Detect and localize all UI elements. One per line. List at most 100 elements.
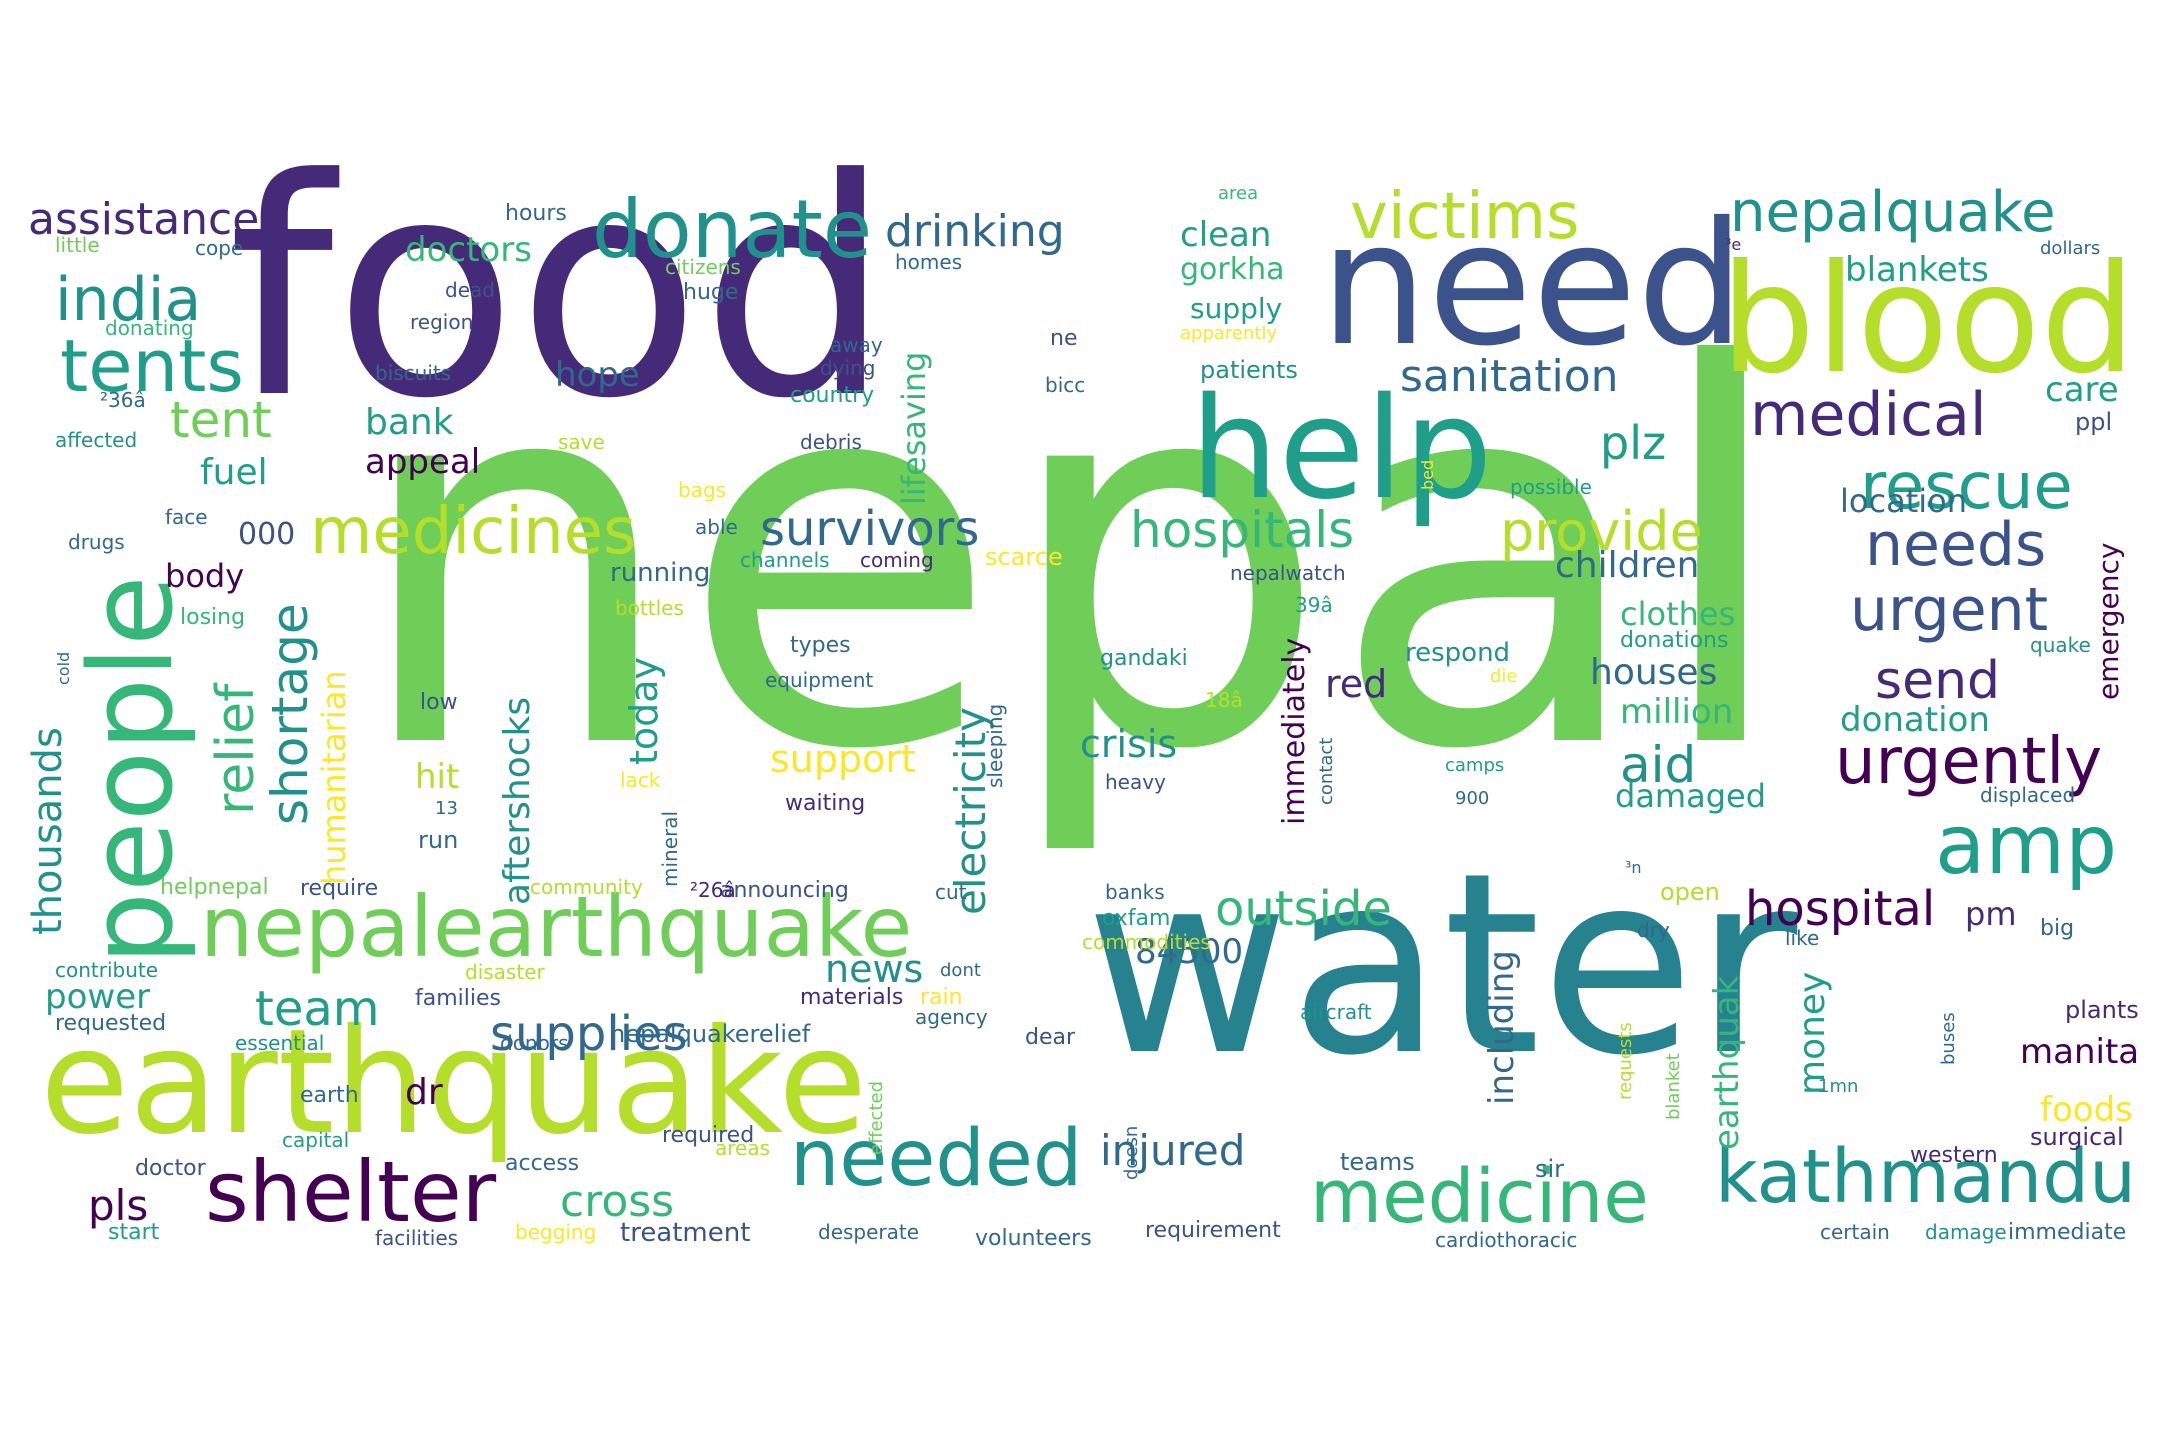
- word-doctors: doctors: [405, 230, 532, 270]
- word-community: community: [530, 875, 643, 899]
- word-18a: 18â: [1205, 688, 1243, 712]
- word-nepalquakerelief: nepalquakerelief: [610, 1020, 811, 1048]
- word-blood: blood: [1720, 233, 2136, 407]
- word-urgently: urgently: [1835, 725, 2103, 799]
- word-requested: requested: [55, 1011, 167, 1036]
- word-13: 13: [435, 798, 458, 819]
- word-effected: effected: [866, 1080, 887, 1155]
- word-bicc: bicc: [1045, 373, 1086, 397]
- word-rescue: rescue: [1860, 450, 2073, 524]
- word-3e: ³e: [1725, 235, 1742, 254]
- word-away: away: [830, 333, 883, 357]
- word-humanitarian: humanitarian: [315, 670, 353, 885]
- word-lack: lack: [620, 768, 661, 792]
- word-patients: patients: [1200, 356, 1298, 384]
- word-3n: ³n: [1625, 858, 1642, 877]
- word-bottles: bottles: [615, 596, 684, 620]
- word-medical: medical: [1750, 380, 1987, 450]
- word-red: red: [1325, 662, 1388, 706]
- word-buses: buses: [1938, 1012, 1959, 1065]
- word-thousands: thousands: [25, 727, 71, 935]
- word-relief: relief: [206, 683, 266, 815]
- word-big: big: [2040, 916, 2075, 941]
- word-begging: begging: [515, 1220, 597, 1244]
- word-help: help: [1190, 368, 1493, 531]
- word-children: children: [1555, 545, 1700, 586]
- word-donate: donate: [592, 183, 873, 276]
- word-bed: bed: [1418, 459, 1437, 490]
- word-victims: victims: [1350, 180, 1580, 254]
- word-earthquak: earthquak: [1707, 975, 1747, 1150]
- word-required: required: [662, 1123, 755, 1148]
- word-running: running: [610, 558, 711, 588]
- word-dry: dry: [1637, 918, 1670, 942]
- word-manita: manita: [2020, 1032, 2140, 1072]
- word-affected: affected: [55, 428, 138, 452]
- word-hours: hours: [505, 201, 567, 226]
- word-region: region: [410, 310, 474, 334]
- word-blankets: blankets: [1845, 250, 1989, 290]
- word-sir: sir: [1535, 1155, 1565, 1183]
- word-oxfam: oxfam: [1102, 906, 1171, 931]
- word-requests: requests: [1615, 1022, 1636, 1100]
- word-like: like: [1785, 926, 1820, 950]
- word-plz: plz: [1600, 416, 1667, 470]
- word-dear: dear: [1025, 1025, 1076, 1050]
- word-36a: ²36â: [100, 388, 146, 412]
- word-medicines: medicines: [310, 495, 637, 569]
- word-care: care: [2045, 370, 2119, 410]
- word-essential: essential: [235, 1031, 325, 1055]
- word-earth: earth: [300, 1083, 359, 1108]
- word-aftershocks: aftershocks: [497, 696, 538, 905]
- word-western: western: [1910, 1143, 1998, 1168]
- word-cardiothoracic: cardiothoracic: [1435, 1228, 1578, 1252]
- word-26a: ²26â: [690, 878, 736, 902]
- word-nepalquake: nepalquake: [1730, 180, 2056, 245]
- word-huge: huge: [683, 280, 739, 305]
- word-ppl: ppl: [2075, 408, 2113, 436]
- word-including: including: [1482, 950, 1522, 1105]
- word-agency: agency: [915, 1005, 988, 1029]
- word-debris: debris: [800, 430, 862, 454]
- word-treatment: treatment: [620, 1218, 751, 1248]
- word-hope: hope: [555, 355, 640, 395]
- word-supply: supply: [1190, 292, 1283, 325]
- word-open: open: [1660, 878, 1720, 906]
- word-immediate: immediate: [2008, 1220, 2127, 1245]
- word-power: power: [45, 977, 151, 1017]
- word-doctor: doctor: [135, 1156, 206, 1181]
- word-gorkha: gorkha: [1180, 252, 1285, 287]
- word-donation: donation: [1840, 700, 1990, 740]
- word-face: face: [165, 505, 208, 529]
- word-nepalearthquake: nepalearthquake: [200, 878, 913, 976]
- word-area: area: [1218, 183, 1259, 204]
- word-contact: contact: [1316, 737, 1337, 805]
- word-cut: cut: [935, 880, 967, 904]
- word-coming: coming: [860, 548, 934, 572]
- word-send: send: [1875, 651, 2001, 711]
- word-support: support: [770, 737, 916, 781]
- word-channels: channels: [740, 548, 830, 572]
- word-damaged: damaged: [1615, 777, 1767, 815]
- word-clothes: clothes: [1620, 595, 1736, 633]
- word-disaster: disaster: [465, 960, 545, 984]
- word-rain: rain: [920, 985, 963, 1010]
- word-families: families: [415, 986, 501, 1011]
- word-cold: cold: [54, 651, 73, 685]
- word-urgent: urgent: [1850, 575, 2049, 645]
- word-biscuits: biscuits: [375, 361, 452, 385]
- word-food: food: [228, 115, 892, 464]
- word-hospitals: hospitals: [1130, 501, 1355, 559]
- word-drugs: drugs: [68, 530, 125, 554]
- word-plants: plants: [2065, 996, 2139, 1024]
- word-pls: pls: [88, 1181, 149, 1230]
- word-low: low: [420, 690, 458, 715]
- word-little: little: [55, 233, 100, 257]
- word-assistance: assistance: [28, 194, 260, 245]
- word-certain: certain: [1820, 1220, 1890, 1244]
- word-require: require: [300, 876, 379, 901]
- word-possible: possible: [1510, 475, 1592, 499]
- word-tents: tents: [60, 324, 244, 408]
- word-heavy: heavy: [1105, 770, 1166, 794]
- word-mineral: mineral: [658, 810, 682, 887]
